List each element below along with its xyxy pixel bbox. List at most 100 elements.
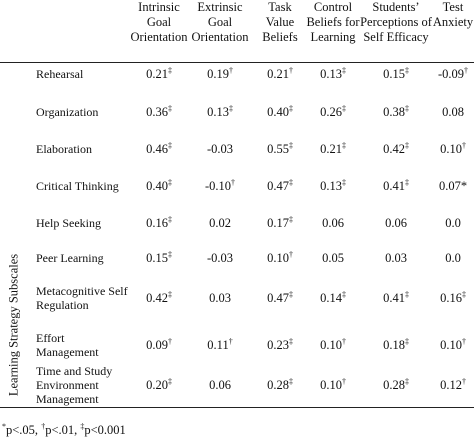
footnote-dagger-text: p<.01, xyxy=(45,423,81,437)
significance-mark: ‡ xyxy=(404,178,409,187)
cell-value: 0.36 xyxy=(146,105,168,119)
significance-mark: ‡ xyxy=(404,337,409,346)
significance-mark: ‡ xyxy=(167,215,172,224)
cell-value: 0.47 xyxy=(267,291,289,305)
table-cell: 0.16‡ xyxy=(413,290,474,306)
significance-mark: † xyxy=(461,337,466,346)
table-cell: 0.17‡ xyxy=(240,215,320,231)
table-cell: 0.16‡ xyxy=(119,215,199,231)
significance-mark: ‡ xyxy=(288,178,293,187)
cell-value: 0.10 xyxy=(440,142,462,156)
cell-value: 0.13 xyxy=(207,105,229,119)
row-label: Help Seeking xyxy=(36,216,101,230)
cell-value: 0.10 xyxy=(440,338,462,352)
significance-mark: ‡ xyxy=(461,290,466,299)
table-cell: 0.13‡ xyxy=(293,178,373,194)
cell-value: -0.10 xyxy=(204,179,232,193)
table-cell: 0.40‡ xyxy=(240,104,320,120)
cell-value: 0.13 xyxy=(320,179,342,193)
footnote-star-text: p<.05, xyxy=(6,423,42,437)
table-cell: 0.18‡ xyxy=(356,337,436,353)
table-cell: 0.08 xyxy=(413,104,474,120)
cell-value: 0.23 xyxy=(267,338,289,352)
side-label: Learning Strategy Subscales xyxy=(6,253,21,397)
significance-mark: ‡ xyxy=(167,250,172,259)
table-cell: 0.21‡ xyxy=(293,141,373,157)
significance-mark: ‡ xyxy=(167,178,172,187)
cell-value: -0.03 xyxy=(206,142,234,156)
cell-value: 0.21 xyxy=(267,67,289,81)
table-cell: -0.09† xyxy=(413,66,474,82)
significance-mark: † xyxy=(228,337,233,346)
cell-value: 0.03 xyxy=(385,251,407,265)
significance-mark: † xyxy=(228,66,233,75)
column-header: Intrinsic Goal Orientation xyxy=(130,0,188,44)
table-cell: -0.03 xyxy=(180,250,260,266)
significance-mark: ‡ xyxy=(341,290,346,299)
cell-value: 0.28 xyxy=(383,378,405,392)
cell-value: 0.42 xyxy=(383,142,405,156)
cell-value: 0.19 xyxy=(207,67,229,81)
table-cell: 0.10† xyxy=(413,337,474,353)
table-cell: 0.11† xyxy=(180,337,260,353)
significance-mark: † xyxy=(341,337,346,346)
table-cell: 0.09† xyxy=(119,337,199,353)
cell-value: 0.10 xyxy=(267,251,289,265)
cell-value: 0.21 xyxy=(146,67,168,81)
cell-value: 0.09 xyxy=(146,338,168,352)
table-cell: 0.13‡ xyxy=(180,104,260,120)
table-cell: 0.02 xyxy=(180,215,260,231)
significance-mark: † xyxy=(461,141,466,150)
cell-value: 0.46 xyxy=(146,142,168,156)
cell-value: 0.26 xyxy=(320,105,342,119)
significance-mark: † xyxy=(464,66,469,75)
significance-mark: ‡ xyxy=(404,141,409,150)
table-cell: 0.06 xyxy=(293,215,373,231)
significance-mark: ‡ xyxy=(167,66,172,75)
cell-value: 0.15 xyxy=(383,67,405,81)
table-cell: 0.12† xyxy=(413,377,474,393)
table-cell: 0.23‡ xyxy=(240,337,320,353)
cell-value: 0.13 xyxy=(320,67,342,81)
significance-mark: † xyxy=(341,377,346,386)
table-cell: 0.41‡ xyxy=(356,290,436,306)
cell-value: 0.07* xyxy=(438,179,468,193)
table-cell: 0.15‡ xyxy=(119,250,199,266)
row-label: Metacognitive Self Regulation xyxy=(36,284,128,312)
cell-value: 0.14 xyxy=(320,291,342,305)
table-cell: -0.10† xyxy=(180,178,260,194)
row-label: Effort Management xyxy=(36,331,99,359)
significance-mark: ‡ xyxy=(341,104,346,113)
cell-value: 0.0 xyxy=(445,251,461,265)
cell-value: 0.21 xyxy=(320,142,342,156)
cell-value: 0.11 xyxy=(207,338,229,352)
cell-value: 0.06 xyxy=(322,216,344,230)
table-cell: 0.40‡ xyxy=(119,178,199,194)
table-cell: 0.28‡ xyxy=(356,377,436,393)
significance-mark: ‡ xyxy=(341,178,346,187)
row-label: Elaboration xyxy=(36,142,92,156)
table-cell: 0.21† xyxy=(240,66,320,82)
table-cell: 0.19† xyxy=(180,66,260,82)
table-cell: 0.38‡ xyxy=(356,104,436,120)
cell-value: 0.41 xyxy=(383,291,405,305)
cell-value: 0.41 xyxy=(383,179,405,193)
column-header: Students’ Perceptions of Self Efficacy xyxy=(360,0,432,44)
table-cell: 0.20‡ xyxy=(119,377,199,393)
column-header: Test Anxiety xyxy=(432,0,474,29)
significance-mark: ‡ xyxy=(341,141,346,150)
cell-value: 0.10 xyxy=(320,338,342,352)
bottom-rule xyxy=(0,407,474,408)
table-cell: 0.42‡ xyxy=(119,290,199,306)
cell-value: 0.40 xyxy=(267,105,289,119)
significance-mark: † xyxy=(288,66,293,75)
table-cell: -0.03 xyxy=(180,141,260,157)
table-cell: 0.47‡ xyxy=(240,178,320,194)
significance-mark: † xyxy=(231,178,236,187)
table-cell: 0.07* xyxy=(413,178,474,194)
table-cell: 0.06 xyxy=(180,377,260,393)
cell-value: 0.16 xyxy=(440,291,462,305)
significance-mark: ‡ xyxy=(288,337,293,346)
table-cell: 0.0 xyxy=(413,215,474,231)
footnote-ddagger-mark: ‡ xyxy=(80,422,85,431)
